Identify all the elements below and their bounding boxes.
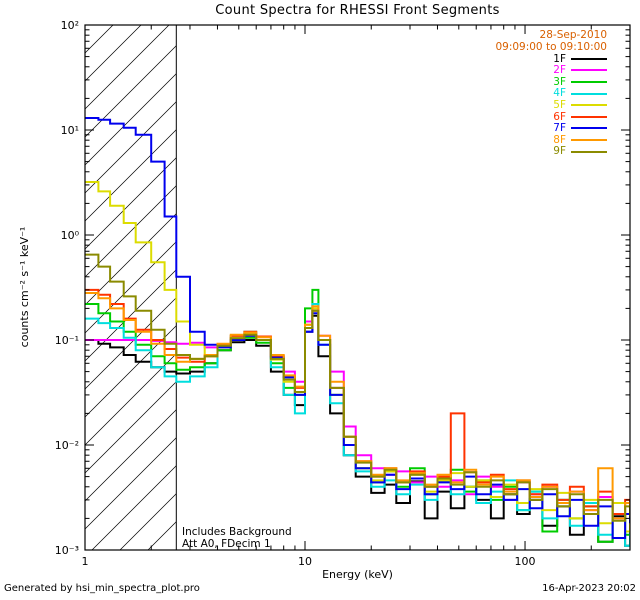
legend-entry-7f: 7F (495, 123, 607, 135)
y-tick-label: 10⁻³ (55, 544, 79, 557)
legend-line-swatch (571, 138, 607, 141)
legend-entry-6f: 6F (495, 111, 607, 123)
series-1f (85, 314, 630, 547)
y-tick-label: 10⁰ (61, 229, 80, 242)
legend-line-swatch (571, 69, 607, 72)
legend-entry-label: 4F (553, 87, 566, 100)
x-tick-label: 1 (82, 555, 89, 568)
legend-entry-8f: 8F (495, 134, 607, 146)
legend-line-swatch (571, 150, 607, 153)
legend-entry-label: 7F (553, 122, 566, 135)
spectra-series-group (85, 117, 630, 547)
legend-entry-3f: 3F (495, 76, 607, 88)
plot-legend: 28-Sep-2010 09:09:00 to 09:10:00 1F 2F 3F 4… (495, 29, 607, 157)
legend-entry-5f: 5F (495, 99, 607, 111)
plot-border (84, 24, 631, 551)
hatch-region (85, 25, 177, 550)
series-3f (85, 288, 630, 546)
annotation-attenuator-state: Att A0, FDecim 1 (182, 538, 271, 550)
legend-line-swatch (571, 57, 607, 60)
legend-entry-label: 1F (553, 52, 566, 65)
obs-date: 28-Sep-2010 (539, 29, 607, 41)
y-tick-label: 10² (61, 19, 79, 32)
footer-generated-by: Generated by hsi_min_spectra_plot.pro (4, 583, 200, 594)
chart-title: Count Spectra for RHESSI Front Segments (215, 3, 500, 18)
y-tick-label: 10⁻¹ (55, 334, 79, 347)
y-tick-label: 10¹ (61, 124, 79, 137)
legend-line-swatch (571, 80, 607, 83)
x-axis-label: Energy (keV) (322, 568, 393, 581)
legend-entry-label: 3F (553, 75, 566, 88)
legend-entry-label: 6F (553, 110, 566, 123)
legend-entries: 1F 2F 3F 4F 5F 6F 7F 8F 9F (495, 53, 607, 157)
legend-entry-label: 5F (553, 98, 566, 111)
y-tick-label: 10⁻² (55, 439, 79, 452)
legend-entry-9f: 9F (495, 146, 607, 158)
legend-line-swatch (571, 104, 607, 107)
series-5f (85, 181, 630, 533)
legend-line-swatch (571, 115, 607, 118)
axis-ticks (84, 24, 631, 551)
legend-line-swatch (571, 92, 607, 95)
footer-datetime: 16-Apr-2023 20:02 (542, 583, 636, 594)
legend-entry-label: 8F (553, 133, 566, 146)
obs-time-range: 09:09:00 to 09:10:00 (495, 41, 607, 53)
legend-entry-2f: 2F (495, 65, 607, 77)
x-tick-label: 100 (515, 555, 536, 568)
axis-tick-labels: 1 10 100 10² 10¹ 10⁰ 10⁻¹ 10⁻² 10⁻³ (55, 19, 536, 568)
series-9f (85, 253, 630, 522)
legend-entry-label: 9F (553, 145, 566, 158)
x-tick-label: 10 (298, 555, 312, 568)
series-6f (85, 288, 630, 515)
legend-entry-1f: 1F (495, 53, 607, 65)
legend-entry-4f: 4F (495, 88, 607, 100)
legend-line-swatch (571, 127, 607, 130)
annotation-includes-background: Includes Background (182, 526, 292, 538)
legend-entry-label: 2F (553, 64, 566, 77)
y-axis-label: counts cm⁻² s⁻¹ keV⁻¹ (18, 226, 31, 348)
